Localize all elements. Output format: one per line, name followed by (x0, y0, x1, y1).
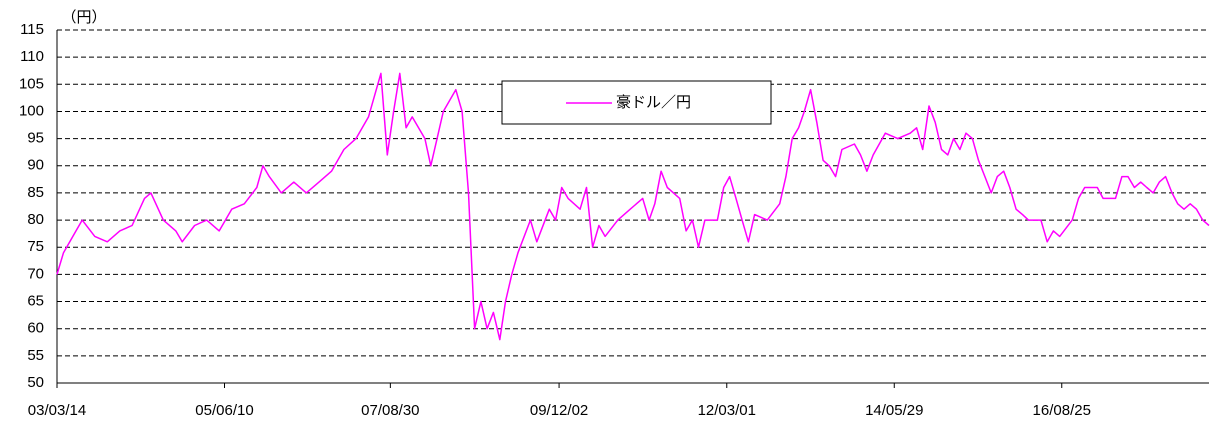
y-tick-label: 60 (27, 320, 44, 337)
x-tick-label: 12/03/01 (698, 402, 756, 419)
x-tick-label: 14/05/29 (865, 402, 923, 419)
x-tick-label: 09/12/02 (530, 402, 588, 419)
y-tick-label: 105 (19, 75, 44, 92)
x-tick-label: 05/06/10 (195, 402, 253, 419)
y-tick-label: 100 (19, 102, 44, 119)
y-axis-unit: （円） (61, 9, 106, 26)
legend-label: 豪ドル／円 (616, 93, 691, 111)
x-tick-label: 07/08/30 (361, 402, 419, 419)
y-tick-label: 55 (27, 347, 44, 364)
y-tick-label: 50 (27, 374, 44, 391)
y-tick-label: 95 (27, 130, 44, 147)
x-tick-label: 03/03/14 (28, 402, 86, 419)
legend-box (501, 80, 772, 125)
y-tick-label: 115 (20, 21, 44, 38)
y-tick-label: 90 (27, 157, 44, 174)
y-tick-label: 85 (27, 184, 44, 201)
x-tick-label: 16/08/25 (1033, 402, 1091, 419)
series-line (56, 72, 1210, 341)
y-tick-label: 65 (27, 293, 44, 310)
y-tick-label: 110 (20, 48, 44, 65)
y-tick-label: 80 (27, 211, 44, 228)
y-tick-label: 75 (27, 238, 44, 255)
y-tick-label: 70 (27, 265, 44, 282)
